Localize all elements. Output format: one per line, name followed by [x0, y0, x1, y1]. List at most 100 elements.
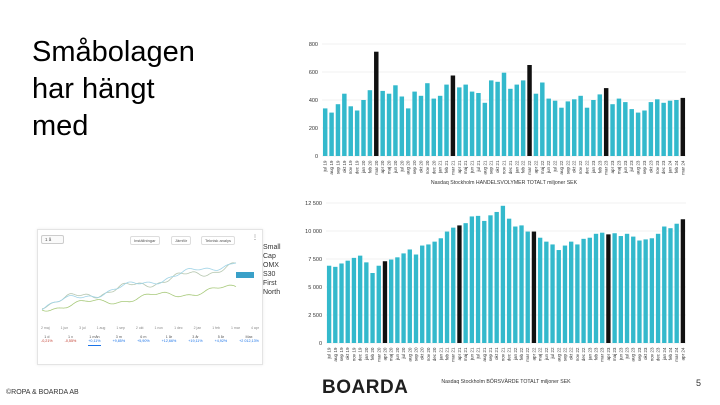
bar [451, 227, 456, 343]
x-tick-label: sep 21 [489, 160, 494, 174]
x-tick-label: nov 20 [425, 160, 430, 174]
x-tick-label: maj 22 [540, 160, 545, 174]
x-tick-label: jun 20 [393, 160, 398, 174]
index-comparison-widget: 1 å Inställningar Jämför Teknisk analys … [37, 229, 263, 365]
legend-text: First [263, 280, 277, 287]
bar [612, 233, 617, 343]
bar [351, 257, 357, 343]
period-return-cell[interactable]: 5 år +4,92% [215, 334, 228, 346]
bar [326, 265, 332, 343]
bar [550, 244, 555, 343]
x-tick-label: nov 19 [351, 347, 356, 361]
x-tick-label: mar 23 [600, 347, 605, 362]
bar [457, 225, 462, 343]
bar [354, 110, 360, 156]
y-tick-label: 400 [309, 98, 318, 104]
x-tick-label: jul 21 [476, 160, 481, 172]
index-legend: Small Cap OMX S30 First North [263, 243, 281, 297]
bar [345, 260, 350, 343]
period-return-cell[interactable]: 1 d -0,21% [41, 334, 53, 346]
bar [597, 94, 603, 156]
x-tick-label: apr 20 [382, 347, 387, 360]
x-tick-label: mar 20 [376, 347, 381, 362]
bar [444, 231, 450, 343]
x-tick-label: mar 21 [451, 347, 456, 362]
period-label: 6 m [140, 335, 147, 339]
bar [389, 259, 394, 343]
bar [581, 238, 586, 343]
bar [519, 225, 524, 343]
period-returns-bar: 1 d -0,21% 1 v -0,55% 1 mån +0,11% 3 m +9,85% 6 … [41, 334, 259, 346]
x-tick-label: mar 22 [527, 160, 532, 175]
x-tick-label: mar 24 [680, 160, 685, 175]
bar [339, 263, 344, 343]
technical-analysis-button[interactable]: Teknisk analys [201, 236, 236, 245]
x-tick-label: jul 19 [323, 160, 328, 172]
bar [432, 241, 437, 343]
x-tick-label: feb 21 [445, 347, 450, 360]
settings-button[interactable]: Inställningar [130, 236, 160, 245]
period-return-cell[interactable]: 1 v -0,55% [65, 334, 77, 346]
bar [476, 93, 481, 156]
period-return-cell[interactable]: 3 m +9,85% [113, 334, 126, 346]
x-tick-label: sep 21 [488, 347, 493, 361]
y-tick-label: 7 500 [308, 257, 322, 263]
bar [514, 84, 520, 156]
bar [482, 220, 487, 343]
bar [413, 254, 419, 343]
market-cap-chart: 0 2 500 5 000 7 500 10 000 12 500 jul 19 aug 19… [304, 195, 694, 385]
bar [674, 223, 679, 343]
bar [380, 90, 385, 156]
y-tick-label: 600 [309, 70, 318, 76]
x-tick-label: jul 20 [399, 160, 404, 172]
x-tick-label: mar 24 [674, 347, 679, 362]
period-value: -0,55% [64, 339, 77, 343]
copyright-text: ©ROPA & BOARDA AB [6, 389, 79, 396]
period-return-cell[interactable]: 6 m +5,90% [137, 334, 150, 346]
compare-button[interactable]: Jämför [171, 236, 192, 245]
bar [508, 88, 513, 156]
x-tick-label: jun 23 [623, 160, 628, 174]
inset-x-label: 3 jul [79, 326, 86, 330]
x-tick-label: okt 21 [495, 160, 500, 173]
bar [584, 107, 590, 156]
bar [661, 102, 666, 156]
x-tick-label: mar 22 [525, 347, 530, 362]
bar [426, 244, 431, 343]
bar [629, 109, 634, 156]
period-value: +12,66% [161, 339, 177, 343]
x-tick-label: feb 23 [594, 347, 599, 360]
period-select[interactable]: 1 å [41, 235, 65, 244]
x-tick-label: aug 21 [482, 160, 487, 174]
bar [431, 98, 436, 156]
slide-title: Småbolagen har hängt med [32, 34, 252, 145]
x-tick-label: okt 22 [569, 347, 574, 360]
x-tick-label: nov 21 [500, 347, 505, 361]
bar [386, 93, 392, 156]
x-tick-label: jan 20 [364, 347, 369, 361]
bar [333, 266, 338, 343]
x-tick-label: jul 23 [625, 347, 630, 359]
bar [587, 237, 592, 343]
x-tick-label: sep 23 [642, 160, 647, 174]
period-return-cell[interactable]: Max +2 012,13% [239, 334, 259, 346]
x-tick-label: maj 21 [463, 347, 468, 361]
current-value-marker [236, 272, 254, 278]
x-tick-label: okt 22 [572, 160, 577, 173]
period-return-cell[interactable]: 3 år +19,11% [188, 334, 202, 346]
period-value: +2 012,13% [239, 339, 259, 343]
bar [348, 106, 353, 156]
x-tick-label: okt 19 [342, 160, 347, 173]
more-options-icon[interactable]: ⋮ [252, 235, 258, 241]
period-return-cell[interactable]: 1 år +12,66% [162, 334, 177, 346]
x-tick-label: maj 23 [612, 347, 617, 361]
period-return-cell[interactable]: 1 mån +0,11% [88, 334, 101, 346]
x-tick-label: nov 22 [575, 347, 580, 361]
bar [367, 90, 373, 156]
bar [488, 80, 494, 156]
x-tick-label: dec 22 [585, 160, 590, 174]
x-tick-label: apr 20 [380, 160, 385, 173]
legend-text: Cap [263, 253, 276, 260]
y-tick-label: 200 [309, 126, 318, 132]
legend-text: OMX [263, 262, 279, 269]
